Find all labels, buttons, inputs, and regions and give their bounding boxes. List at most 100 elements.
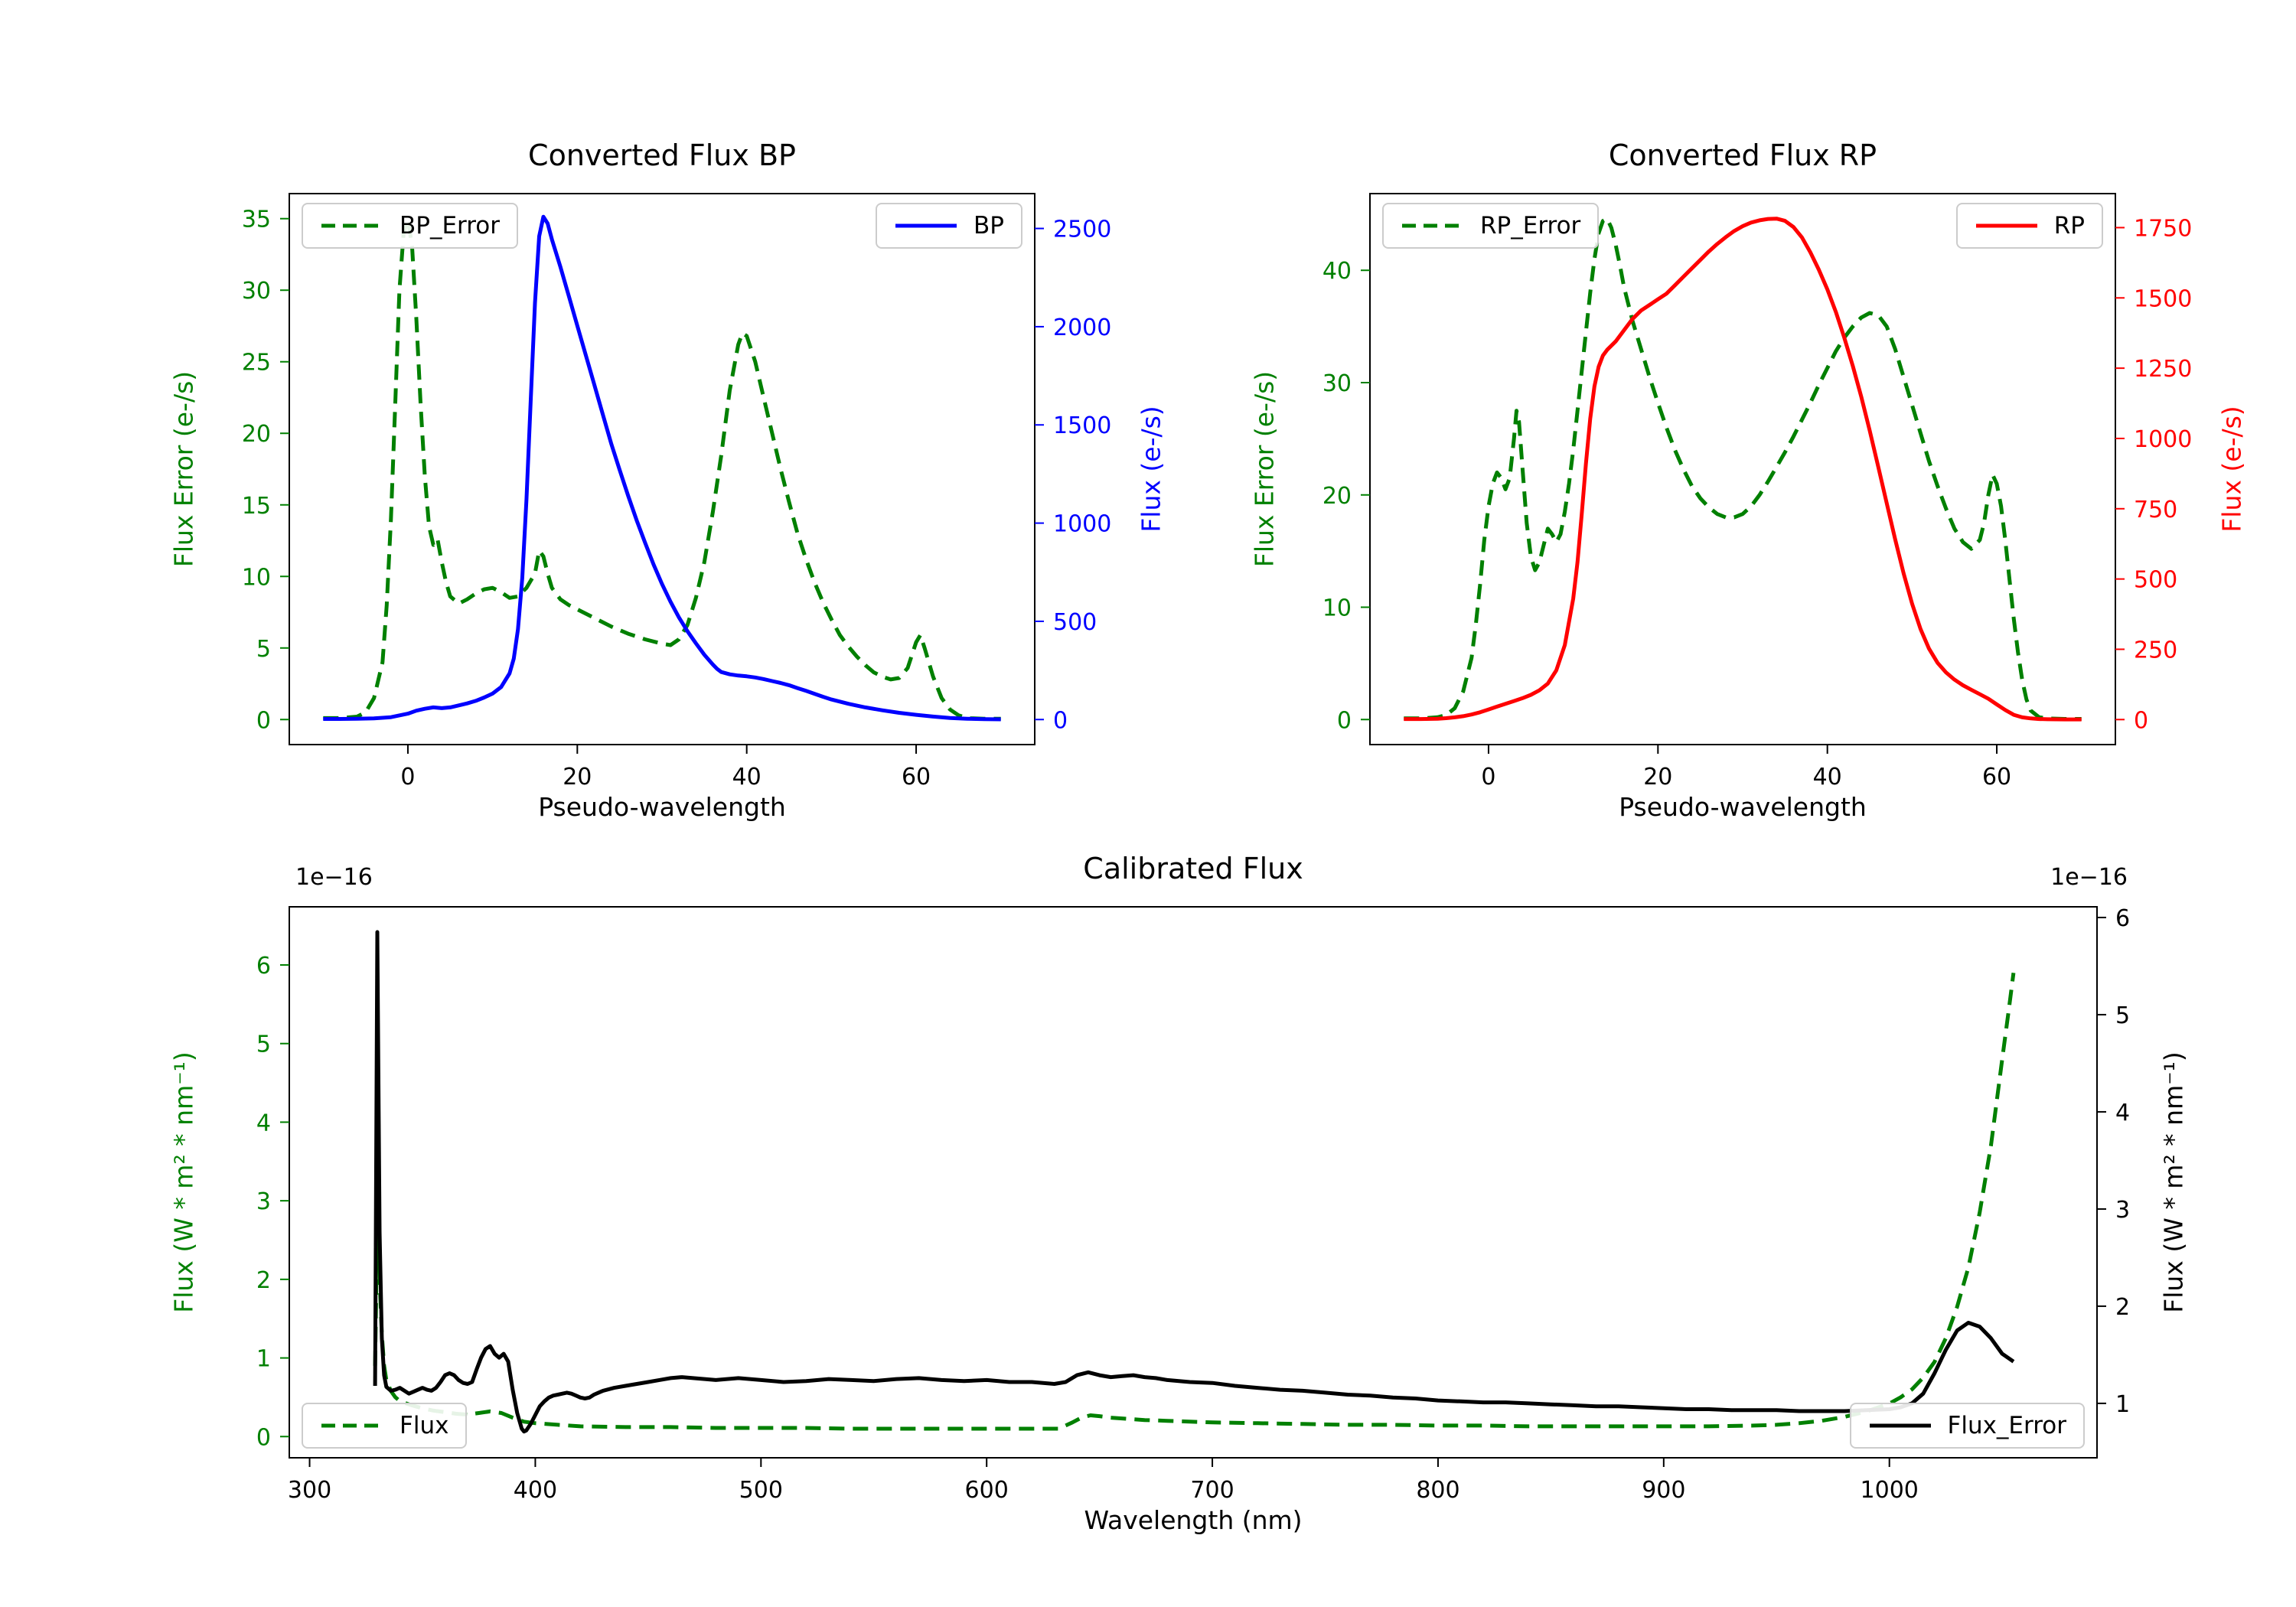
legend-line-bp-error — [320, 222, 384, 230]
svg-text:700: 700 — [1190, 1477, 1234, 1504]
legend-line-bp — [894, 222, 958, 230]
svg-text:2500: 2500 — [1053, 217, 1111, 243]
svg-text:1000: 1000 — [1053, 511, 1111, 538]
svg-text:30: 30 — [242, 278, 271, 305]
svg-text:20: 20 — [1322, 483, 1352, 510]
legend-label-flux: Flux — [400, 1412, 449, 1439]
svg-text:0: 0 — [1053, 707, 1068, 734]
y-ticks-right-bp: 0 500 1000 1500 2000 2500 — [1035, 217, 1111, 734]
x-ticks-rp: 0 20 40 60 — [1481, 745, 2011, 790]
legend-line-rp — [1975, 222, 2039, 230]
legend-bp: BP — [876, 203, 1022, 249]
legend-flux: Flux — [302, 1403, 468, 1449]
svg-text:60: 60 — [1982, 764, 2011, 790]
series-group-rp — [1404, 217, 2082, 722]
svg-text:1000: 1000 — [1861, 1477, 1919, 1504]
axes-spines-rp — [1369, 193, 2116, 745]
legend-flux-error: Flux_Error — [1849, 1403, 2085, 1449]
svg-text:900: 900 — [1642, 1477, 1685, 1504]
y-ticks-right-rp: 0 250 500 750 1000 1250 1500 1750 — [2115, 215, 2192, 734]
svg-text:2: 2 — [2115, 1294, 2130, 1321]
axes-spines-bp — [289, 193, 1035, 745]
legend-label-bp: BP — [974, 212, 1004, 240]
series-BP_Error — [323, 217, 1001, 721]
offset-text-left: 1e−16 — [295, 864, 373, 891]
svg-text:30: 30 — [1322, 370, 1352, 397]
svg-text:500: 500 — [1053, 609, 1097, 636]
svg-text:5: 5 — [256, 636, 271, 663]
svg-text:60: 60 — [902, 764, 931, 790]
svg-text:500: 500 — [2134, 567, 2177, 594]
x-ticks-bp: 0 20 40 60 — [400, 745, 931, 790]
chart-rp-ylabel-left: Flux Error (e-/s) — [1249, 370, 1280, 568]
svg-text:15: 15 — [242, 493, 271, 520]
series-RP — [1404, 217, 2082, 722]
svg-text:0: 0 — [256, 1424, 271, 1451]
chart-bp-ylabel-right: Flux (e-/s) — [1136, 406, 1166, 533]
svg-text:750: 750 — [2134, 497, 2177, 523]
svg-text:2000: 2000 — [1053, 315, 1111, 341]
svg-text:3: 3 — [2115, 1197, 2130, 1224]
svg-text:20: 20 — [563, 764, 592, 790]
series-group-bp — [323, 214, 1001, 722]
svg-text:4: 4 — [256, 1110, 271, 1136]
y-ticks-right-calibrated: 1 2 3 4 5 6 — [2097, 905, 2130, 1418]
chart-calibrated-ylabel-left: Flux (W * m² * nm⁻¹) — [168, 1051, 199, 1313]
chart-converted-flux-rp: Converted Flux RP Flux Error (e-/s) Flux… — [1250, 139, 2247, 822]
svg-text:20: 20 — [242, 421, 271, 448]
series-BP — [323, 214, 1001, 722]
legend-rp-error: RP_Error — [1382, 203, 1600, 249]
svg-text:2: 2 — [256, 1267, 271, 1294]
svg-text:0: 0 — [400, 764, 415, 790]
legend-line-flux-error — [1868, 1422, 1932, 1429]
svg-text:5: 5 — [2115, 1002, 2130, 1029]
chart-canvas-bp: 0 20 40 60 0 5 10 15 20 25 30 35 0 500 1000 1500 2000 250… — [242, 193, 1111, 790]
svg-text:6: 6 — [256, 953, 271, 980]
svg-text:1: 1 — [256, 1346, 271, 1373]
x-ticks-calibrated: 300 400 500 600 700 800 900 1000 — [288, 1458, 1919, 1504]
svg-text:400: 400 — [514, 1477, 557, 1504]
chart-canvas-rp: 0 20 40 60 0 10 20 30 40 0 250 500 750 1000 1250 1500 17… — [1322, 193, 2192, 790]
chart-rp-xlabel: Pseudo-wavelength — [1619, 792, 1867, 822]
svg-text:20: 20 — [1643, 764, 1672, 790]
svg-text:300: 300 — [288, 1477, 331, 1504]
chart-rp-title: Converted Flux RP — [1608, 139, 1877, 172]
series-Flux_Error — [373, 972, 2016, 1431]
svg-text:500: 500 — [739, 1477, 783, 1504]
legend-line-rp-error — [1401, 222, 1465, 230]
chart-bp-title: Converted Flux BP — [528, 139, 796, 172]
chart-bp-ylabel-left: Flux Error (e-/s) — [168, 370, 199, 568]
svg-text:6: 6 — [2115, 905, 2130, 932]
svg-text:1: 1 — [2115, 1391, 2130, 1418]
svg-text:250: 250 — [2134, 637, 2177, 663]
svg-text:40: 40 — [732, 764, 762, 790]
legend-bp-error: BP_Error — [302, 203, 519, 249]
svg-text:1750: 1750 — [2134, 215, 2192, 242]
svg-text:1500: 1500 — [1053, 412, 1111, 439]
chart-bp-xlabel: Pseudo-wavelength — [538, 792, 786, 822]
legend-rp: RP — [1955, 203, 2103, 249]
svg-text:1500: 1500 — [2134, 285, 2192, 312]
svg-text:0: 0 — [256, 707, 271, 734]
y-ticks-left-rp: 0 10 20 30 40 — [1322, 258, 1370, 734]
svg-text:40: 40 — [1813, 764, 1842, 790]
svg-text:5: 5 — [256, 1032, 271, 1058]
series-group-calibrated — [373, 930, 2016, 1434]
offset-text-right: 1e−16 — [2050, 864, 2128, 891]
svg-text:1000: 1000 — [2134, 426, 2192, 453]
axes-spines-calibrated — [289, 906, 2098, 1459]
legend-label-flux-error: Flux_Error — [1947, 1412, 2067, 1439]
chart-canvas-calibrated: 300 400 500 600 700 800 900 1000 0 1 2 3 4 5 6 1 2 3 4 5 6 — [256, 905, 2130, 1504]
svg-text:0: 0 — [1481, 764, 1495, 790]
legend-line-flux — [320, 1422, 384, 1429]
svg-text:0: 0 — [2134, 707, 2148, 734]
svg-text:800: 800 — [1416, 1477, 1459, 1504]
legend-label-bp-error: BP_Error — [400, 212, 501, 240]
svg-text:40: 40 — [1322, 258, 1352, 285]
y-ticks-left-bp: 0 5 10 15 20 25 30 35 — [242, 207, 289, 734]
chart-rp-ylabel-right: Flux (e-/s) — [2216, 406, 2247, 533]
series-RP_Error — [1404, 217, 2082, 721]
svg-text:4: 4 — [2115, 1100, 2130, 1126]
legend-label-rp: RP — [2053, 212, 2085, 240]
